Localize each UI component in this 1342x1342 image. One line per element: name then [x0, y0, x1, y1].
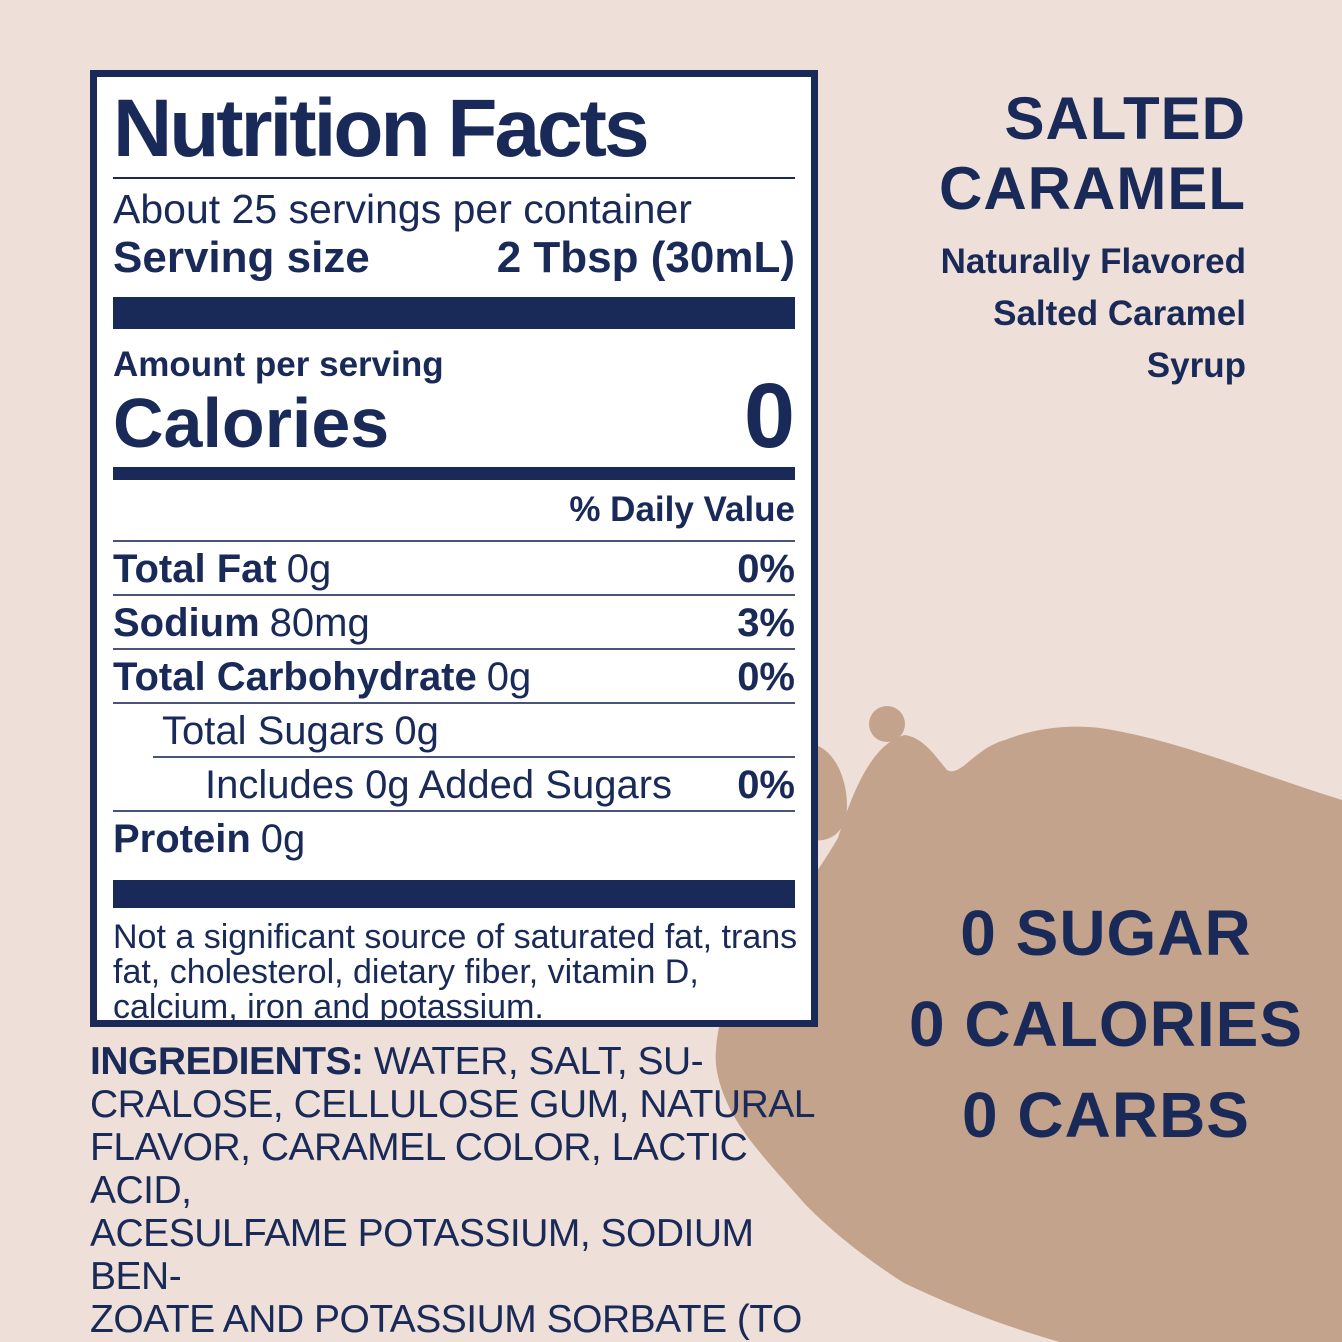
row-divider-indented: [153, 756, 795, 758]
ingredients-paragraph: INGREDIENTS: WATER, SALT, SU- CRALOSE, C…: [90, 1040, 830, 1342]
section-bar-medium: [113, 467, 795, 480]
claim-zero-calories: 0 CALORIES: [908, 988, 1304, 1060]
serving-size-label: Serving size: [113, 233, 370, 282]
nutrient-daily-value: 3%: [737, 601, 795, 645]
nutrient-row-total-fat: Total Fat 0g 0%: [113, 542, 795, 594]
flavor-name-line: CARAMEL: [939, 155, 1246, 222]
calories-label: Calories: [113, 384, 390, 462]
flavor-descriptor-line: Salted Caramel: [993, 294, 1246, 333]
ingredients-text: WATER, SALT, SU-: [373, 1040, 704, 1083]
serving-size-row: Serving size 2 Tbsp (30mL): [113, 233, 795, 283]
daily-value-header: % Daily Value: [569, 490, 795, 529]
row-divider: [113, 702, 795, 704]
claim-zero-carbs: 0 CARBS: [962, 1079, 1250, 1151]
nutrient-row-total-sugars: Total Sugars 0g: [113, 704, 795, 756]
row-divider: [113, 540, 795, 542]
row-divider: [113, 648, 795, 650]
title-divider: [113, 177, 795, 179]
nutrient-daily-value: 0%: [737, 655, 795, 699]
ingredients-line: CRALOSE, CELLULOSE GUM, NATURAL: [90, 1083, 815, 1126]
nutrient-row-total-carbohydrate: Total Carbohydrate 0g 0%: [113, 650, 795, 702]
claim-zero-sugar: 0 SUGAR: [960, 897, 1252, 969]
flavor-block: SALTED CARAMEL Naturally Flavored Salted…: [939, 84, 1246, 392]
nutrient-daily-value: 0%: [737, 763, 795, 807]
splash-dot: [869, 706, 905, 742]
section-bar: [113, 880, 795, 908]
serving-size-value: 2 Tbsp (30mL): [496, 233, 795, 282]
nutrient-name: Protein: [113, 817, 251, 861]
ingredients-line: INGREDIENTS: WATER, SALT, SU-: [90, 1040, 830, 1083]
section-bar: [113, 297, 795, 329]
nutrition-facts-title: Nutrition Facts: [113, 83, 650, 174]
servings-per-container: About 25 servings per container: [113, 186, 692, 232]
nutrient-amount: 0g: [394, 709, 439, 753]
nutrient-daily-value: 0%: [737, 547, 795, 591]
claims-block: 0 SUGAR 0 CALORIES 0 CARBS: [846, 888, 1342, 1161]
splash-main: [715, 726, 1342, 1342]
nutrient-name: Total Carbohydrate: [113, 655, 477, 699]
nutrient-amount: 0g: [260, 817, 306, 861]
row-divider: [113, 594, 795, 596]
flavor-name-line: SALTED: [1004, 85, 1246, 152]
amount-per-serving-label: Amount per serving: [113, 345, 444, 384]
nutrition-facts-panel: Nutrition Facts About 25 servings per co…: [90, 70, 818, 1027]
calories-row: Calories 0: [113, 365, 795, 467]
nutrient-name: Total Sugars: [162, 709, 385, 753]
nutrient-row-sodium: Sodium 80mg 3%: [113, 596, 795, 648]
nutrient-row-added-sugars: Includes 0g Added Sugars 0%: [113, 758, 795, 810]
flavor-descriptor-line: Syrup: [1146, 346, 1246, 385]
nutrient-row-protein: Protein 0g: [113, 812, 795, 864]
row-divider: [113, 810, 795, 812]
ingredients-line: FLAVOR, CARAMEL COLOR, LACTIC ACID,: [90, 1126, 748, 1212]
nutrient-name: Total Fat: [113, 547, 277, 591]
ingredients-label: INGREDIENTS:: [90, 1040, 364, 1083]
flavor-descriptor-line: Naturally Flavored: [940, 242, 1246, 281]
nutrient-amount: 80mg: [269, 601, 370, 645]
ingredients-line: ACESULFAME POTASSIUM, SODIUM BEN-: [90, 1212, 754, 1298]
nutrient-amount: 0g: [486, 655, 532, 699]
nutrient-name: Sodium: [113, 601, 260, 645]
nutrient-name: Includes 0g Added Sugars: [205, 763, 673, 807]
nutrient-amount: 0g: [286, 547, 332, 591]
footnote: Not a significant source of saturated fa…: [113, 918, 798, 1026]
calories-value: 0: [743, 365, 795, 467]
ingredients-line: ZOATE AND POTASSIUM SORBATE (TO: [90, 1298, 802, 1341]
